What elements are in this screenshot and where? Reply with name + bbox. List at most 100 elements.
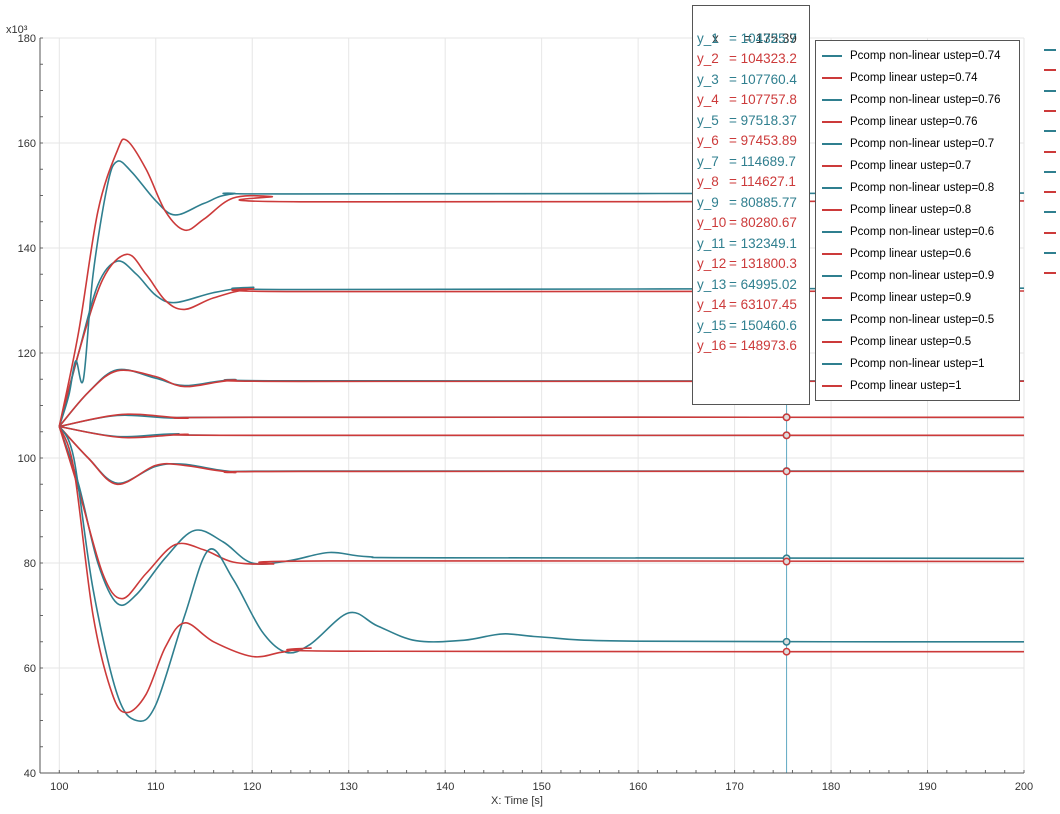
legend-entry[interactable]: Pcomp linear ustep=1 (816, 375, 1019, 397)
legend-entry[interactable]: Pcomp non-linear ustep=0.8 (816, 177, 1019, 199)
legend-overflow-stub (1044, 130, 1056, 133)
readout-value: = 114627.1 (729, 174, 796, 189)
x-tick-label: 170 (725, 781, 743, 793)
legend-swatch (822, 143, 842, 145)
readout-value: = 148973.6 (729, 338, 797, 353)
legend-entry[interactable]: Pcomp non-linear ustep=0.76 (816, 89, 1019, 111)
cursor-readout-panel: x = 175.39 y_1 = 104325.7 y_2 = 104323.2 y_3 =… (692, 5, 810, 405)
readout-name: y_9 (697, 194, 719, 210)
cursor-readout-row: y_16 = 148973.6 (697, 336, 809, 357)
series-line-14 (58, 426, 1025, 714)
legend-overflow-stub (1044, 69, 1056, 72)
cursor-x-label: x (712, 30, 719, 46)
legend-rows: Pcomp non-linear ustep=0.74 Pcomp linear … (816, 45, 1019, 397)
cursor-readout-row: y_5 = 97518.37 (697, 111, 809, 132)
x-tick-label: 160 (629, 781, 647, 793)
readout-name: y_15 (697, 317, 727, 333)
legend-overflow-stub (1044, 49, 1056, 51)
series-layer (58, 138, 1025, 723)
cursor-marker-14 (782, 647, 791, 656)
legend-swatch (822, 297, 842, 299)
legend-entry[interactable]: Pcomp non-linear ustep=0.7 (816, 133, 1019, 155)
cursor-readout-row: y_10 = 80280.67 (697, 213, 809, 234)
y-tick-label: 40 (24, 768, 36, 780)
legend-label: Pcomp non-linear ustep=0.74 (850, 50, 1001, 62)
readout-value: = 132349.1 (729, 235, 797, 251)
legend-overflow-stub (1044, 252, 1056, 254)
legend-swatch (822, 187, 842, 189)
series-line-13 (58, 426, 1025, 723)
legend-entry[interactable]: Pcomp non-linear ustep=0.5 (816, 309, 1019, 331)
legend-label: Pcomp linear ustep=0.6 (850, 248, 972, 260)
legend-entry[interactable]: Pcomp linear ustep=0.6 (816, 243, 1019, 265)
legend-swatch (822, 165, 842, 167)
cursor-readout-row: y_12 = 131800.3 (697, 254, 809, 275)
readout-value: = 63107.45 (729, 297, 797, 312)
cursor-x-row: x = 175.39 (697, 8, 809, 46)
legend-entry[interactable]: Pcomp non-linear ustep=1 (816, 353, 1019, 375)
legend-swatch (822, 385, 842, 387)
legend-swatch (822, 319, 842, 321)
readout-name: y_10 (697, 215, 727, 230)
cursor-readout-row: y_11 = 132349.1 (697, 234, 809, 255)
cursor-readout-row: y_14 = 63107.45 (697, 295, 809, 316)
cursor-readout-row: y_3 = 107760.4 (697, 70, 809, 91)
legend-swatch (822, 275, 842, 277)
x-axis-title: X: Time [s] (491, 795, 543, 807)
legend-overflow-stub (1044, 211, 1056, 214)
cursor-readout-row: y_9 = 80885.77 (697, 193, 809, 214)
legend-swatch (822, 55, 842, 57)
x-tick-label: 130 (340, 781, 358, 793)
legend-label: Pcomp non-linear ustep=0.9 (850, 270, 995, 282)
readout-name: y_13 (697, 276, 727, 292)
legend-entry[interactable]: Pcomp linear ustep=0.7 (816, 155, 1019, 177)
legend-swatch (822, 363, 842, 365)
x-tick-label: 180 (822, 781, 840, 793)
legend-entry[interactable]: Pcomp linear ustep=0.5 (816, 331, 1019, 353)
legend-swatch (822, 341, 842, 343)
cursor-readout-row: y_7 = 114689.7 (697, 152, 809, 173)
readout-value: = 97518.37 (729, 112, 797, 128)
cursor-marker-10 (782, 557, 791, 566)
readout-value: = 114689.7 (729, 153, 796, 169)
legend-overflow-stub (1044, 150, 1056, 153)
legend-entry[interactable]: Pcomp non-linear ustep=0.9 (816, 265, 1019, 287)
legend: Pcomp non-linear ustep=0.74 Pcomp linear … (815, 40, 1020, 401)
legend-entry[interactable]: Pcomp non-linear ustep=0.6 (816, 221, 1019, 243)
legend-entry[interactable]: Pcomp non-linear ustep=0.74 (816, 45, 1019, 67)
legend-overflow-stub (1044, 231, 1056, 234)
cursor-marker-2 (782, 431, 791, 440)
series-line-16 (58, 138, 1025, 427)
series-line-6 (58, 425, 1025, 486)
legend-swatch (822, 121, 842, 123)
legend-label: Pcomp non-linear ustep=0.5 (850, 314, 995, 326)
series-line-4 (59, 413, 1025, 428)
readout-value: = 64995.02 (729, 276, 797, 292)
readout-name: y_5 (697, 112, 719, 128)
legend-swatch (822, 77, 842, 79)
legend-label: Pcomp linear ustep=0.9 (850, 292, 972, 304)
legend-entry[interactable]: Pcomp linear ustep=0.8 (816, 199, 1019, 221)
x-tick-label: 110 (147, 781, 165, 793)
legend-entry[interactable]: Pcomp linear ustep=0.76 (816, 111, 1019, 133)
legend-entry[interactable]: Pcomp linear ustep=0.9 (816, 287, 1019, 309)
legend-label: Pcomp non-linear ustep=0.6 (850, 226, 995, 238)
readout-name: y_7 (697, 153, 719, 169)
readout-value: = 107760.4 (729, 71, 797, 87)
y-tick-label: 120 (18, 348, 36, 360)
cursor-readout-rows: y_1 = 104325.7 y_2 = 104323.2 y_3 = 107760.4 y… (697, 29, 809, 357)
readout-name: y_16 (697, 338, 727, 353)
legend-label: Pcomp linear ustep=0.5 (850, 336, 972, 348)
readout-value: = 97453.89 (729, 133, 797, 148)
readout-name: y_3 (697, 71, 719, 87)
axis-layer: 100 110 120 130 140 150 160 170 180 190 200 40 60 80 1… (6, 24, 1033, 807)
readout-name: y_14 (697, 297, 727, 312)
series-line-2 (59, 425, 1025, 439)
series-line-9 (58, 426, 1025, 607)
series-line-11 (58, 260, 1025, 427)
x-tick-label: 200 (1015, 781, 1033, 793)
legend-entry[interactable]: Pcomp linear ustep=0.74 (816, 67, 1019, 89)
y-tick-label: 160 (18, 138, 36, 150)
y-tick-label: 100 (18, 453, 36, 465)
readout-name: y_8 (697, 174, 719, 189)
